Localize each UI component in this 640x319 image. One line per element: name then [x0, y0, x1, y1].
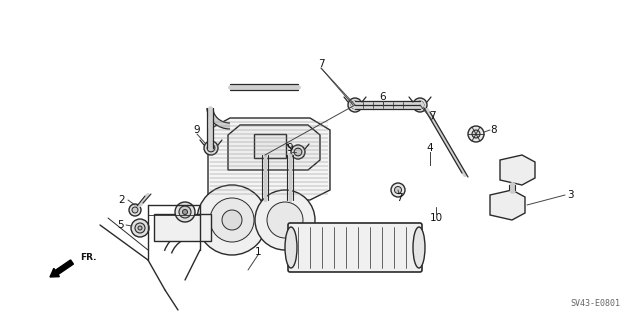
- Text: SV43-E0801: SV43-E0801: [570, 299, 620, 308]
- Circle shape: [131, 219, 149, 237]
- Circle shape: [222, 210, 242, 230]
- Circle shape: [197, 185, 267, 255]
- Text: 10: 10: [429, 213, 443, 223]
- Circle shape: [204, 141, 218, 155]
- Circle shape: [135, 223, 145, 233]
- Text: 9: 9: [287, 143, 293, 153]
- Text: 9: 9: [194, 125, 200, 135]
- Polygon shape: [500, 155, 535, 185]
- Circle shape: [179, 206, 191, 218]
- Ellipse shape: [413, 227, 425, 268]
- Text: FR.: FR.: [80, 254, 96, 263]
- Circle shape: [267, 202, 303, 238]
- Text: 1: 1: [255, 247, 261, 257]
- Circle shape: [291, 145, 305, 159]
- Text: 8: 8: [491, 125, 497, 135]
- FancyBboxPatch shape: [254, 134, 286, 158]
- Text: 5: 5: [116, 220, 124, 230]
- FancyArrow shape: [50, 260, 74, 277]
- Circle shape: [468, 126, 484, 142]
- Circle shape: [207, 144, 215, 152]
- Text: 3: 3: [566, 190, 573, 200]
- Circle shape: [210, 198, 254, 242]
- Circle shape: [413, 98, 427, 112]
- Circle shape: [175, 202, 195, 222]
- Circle shape: [348, 98, 362, 112]
- Circle shape: [138, 226, 142, 230]
- Circle shape: [394, 187, 401, 194]
- Text: 6: 6: [380, 92, 387, 102]
- Text: 7: 7: [396, 193, 403, 203]
- Circle shape: [391, 183, 405, 197]
- Circle shape: [416, 101, 424, 109]
- Circle shape: [129, 204, 141, 216]
- FancyBboxPatch shape: [154, 214, 211, 241]
- Polygon shape: [490, 190, 525, 220]
- Text: 7: 7: [317, 59, 324, 69]
- Circle shape: [294, 148, 302, 156]
- Circle shape: [351, 101, 359, 109]
- Text: 7: 7: [429, 111, 435, 121]
- FancyBboxPatch shape: [288, 223, 422, 272]
- Circle shape: [132, 207, 138, 213]
- Polygon shape: [208, 118, 330, 200]
- Ellipse shape: [285, 227, 297, 268]
- Circle shape: [182, 210, 188, 214]
- Text: 4: 4: [427, 143, 433, 153]
- Circle shape: [472, 130, 480, 138]
- Circle shape: [255, 190, 315, 250]
- Polygon shape: [228, 125, 320, 170]
- Text: 2: 2: [118, 195, 125, 205]
